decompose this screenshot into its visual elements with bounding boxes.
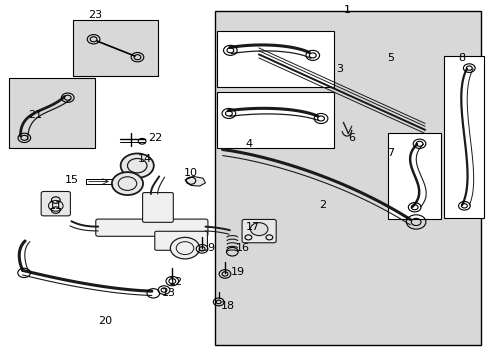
Text: 14: 14 bbox=[137, 154, 151, 164]
Text: 11: 11 bbox=[49, 201, 62, 211]
Text: 9: 9 bbox=[206, 243, 213, 253]
Text: 1: 1 bbox=[343, 5, 350, 15]
Text: 5: 5 bbox=[386, 53, 393, 63]
Text: 17: 17 bbox=[246, 222, 260, 232]
Bar bbox=[444, 56, 484, 218]
Text: 2: 2 bbox=[318, 200, 325, 210]
Text: 20: 20 bbox=[98, 316, 112, 325]
Circle shape bbox=[121, 153, 154, 178]
Circle shape bbox=[250, 223, 267, 235]
FancyBboxPatch shape bbox=[41, 192, 70, 216]
Text: 12: 12 bbox=[169, 277, 183, 287]
Text: 22: 22 bbox=[148, 133, 162, 143]
Bar bbox=[215, 12, 480, 345]
Circle shape bbox=[112, 172, 143, 195]
Text: 7: 7 bbox=[386, 148, 393, 158]
FancyBboxPatch shape bbox=[142, 193, 173, 222]
Bar bbox=[9, 78, 95, 148]
Text: 16: 16 bbox=[236, 243, 249, 253]
Text: 4: 4 bbox=[245, 139, 252, 149]
Circle shape bbox=[170, 237, 199, 259]
Bar bbox=[216, 92, 333, 148]
Text: 18: 18 bbox=[220, 301, 234, 311]
Bar bbox=[73, 21, 158, 76]
Text: 15: 15 bbox=[64, 175, 78, 185]
Polygon shape bbox=[184, 176, 205, 186]
Text: 3: 3 bbox=[335, 64, 343, 74]
Text: 13: 13 bbox=[162, 288, 176, 298]
Bar bbox=[387, 134, 441, 220]
FancyBboxPatch shape bbox=[155, 231, 207, 250]
FancyBboxPatch shape bbox=[96, 219, 207, 236]
Text: 6: 6 bbox=[347, 133, 355, 143]
Text: 23: 23 bbox=[87, 10, 102, 20]
Text: 8: 8 bbox=[457, 53, 464, 63]
Circle shape bbox=[48, 201, 63, 211]
Text: 19: 19 bbox=[231, 267, 244, 277]
Bar bbox=[216, 31, 333, 87]
Text: 21: 21 bbox=[28, 110, 42, 120]
FancyBboxPatch shape bbox=[242, 220, 276, 243]
Text: 10: 10 bbox=[183, 168, 198, 178]
